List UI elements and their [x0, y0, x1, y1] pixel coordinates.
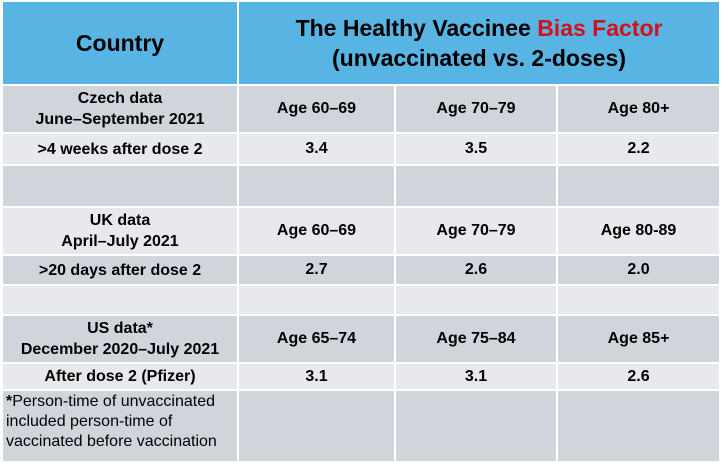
footnote-cell: *Person-time of unvaccinated included pe… — [1, 389, 239, 463]
section-label-line1: UK data — [89, 212, 151, 229]
age-group-cell: Age 70–79 — [394, 84, 558, 134]
section-label-line2: June–September 2021 — [35, 111, 205, 128]
title-highlight: Bias Factor — [537, 15, 663, 41]
age-group-cell: Age 60–69 — [237, 206, 396, 256]
empty-cell — [394, 284, 558, 316]
footnote-mark: * — [6, 393, 13, 410]
title-line-1: The Healthy Vaccinee Bias Factor — [240, 13, 718, 43]
footnote-row: *Person-time of unvaccinated included pe… — [1, 389, 721, 463]
age-group-cell: Age 70–79 — [394, 206, 558, 256]
section-label-line2: April–July 2021 — [61, 233, 179, 250]
metric-label-cell: After dose 2 (Pfizer) — [1, 362, 239, 391]
age-group-cell: Age 80+ — [555, 84, 721, 134]
table-row: >20 days after dose 2 2.7 2.6 2.0 — [1, 254, 721, 286]
table-row: >4 weeks after dose 2 3.4 3.5 2.2 — [1, 132, 721, 166]
empty-cell — [237, 164, 396, 208]
footnote-line1: *Person-time of unvaccinated — [6, 392, 234, 412]
age-group-cell: Age 75–84 — [394, 314, 558, 364]
empty-cell — [394, 389, 558, 463]
bias-value-cell: 2.7 — [237, 254, 396, 286]
empty-cell — [237, 389, 396, 463]
empty-cell — [555, 389, 721, 463]
empty-cell — [394, 164, 558, 208]
footnote-line2: included person-time of — [6, 413, 173, 430]
title-prefix: The Healthy Vaccinee — [295, 15, 538, 41]
section-label-uk: UK data April–July 2021 — [1, 206, 239, 256]
bias-value-cell: 3.1 — [237, 362, 396, 391]
bias-value-cell: 2.2 — [555, 132, 721, 166]
title-line-2: (unvaccinated vs. 2-doses) — [332, 45, 627, 71]
footnote-text1: Person-time of unvaccinated — [12, 393, 216, 410]
bias-value-cell: 2.6 — [555, 362, 721, 391]
age-group-cell: Age 65–74 — [237, 314, 396, 364]
section-label-line1: US data* — [87, 320, 153, 337]
empty-cell — [555, 284, 721, 316]
table-row: UK data April–July 2021 Age 60–69 Age 70… — [1, 206, 721, 256]
empty-cell — [237, 284, 396, 316]
section-label-line2: December 2020–July 2021 — [20, 341, 220, 358]
table-row: After dose 2 (Pfizer) 3.1 3.1 2.6 — [1, 362, 721, 391]
section-label-us: US data* December 2020–July 2021 — [1, 314, 239, 364]
bias-value-cell: 3.4 — [237, 132, 396, 166]
section-label-czech: Czech data June–September 2021 — [1, 84, 239, 134]
age-group-cell: Age 85+ — [555, 314, 721, 364]
bias-value-cell: 2.6 — [394, 254, 558, 286]
section-label-line1: Czech data — [77, 90, 163, 107]
empty-cell — [1, 284, 239, 316]
country-header-label: Country — [75, 29, 165, 56]
table-header-row: Country The Healthy Vaccinee Bias Factor… — [1, 0, 721, 86]
spacer-row — [1, 284, 721, 316]
country-header: Country — [1, 0, 239, 86]
bias-value-cell: 2.0 — [555, 254, 721, 286]
metric-label-cell: >20 days after dose 2 — [1, 254, 239, 286]
bias-value-cell: 3.1 — [394, 362, 558, 391]
empty-cell — [555, 164, 721, 208]
table-row: US data* December 2020–July 2021 Age 65–… — [1, 314, 721, 364]
footnote-line3: vaccinated before vaccination — [6, 433, 217, 450]
age-group-cell: Age 80-89 — [555, 206, 721, 256]
empty-cell — [1, 164, 239, 208]
title-header: The Healthy Vaccinee Bias Factor (unvacc… — [236, 0, 721, 86]
table-row: Czech data June–September 2021 Age 60–69… — [1, 84, 721, 134]
bias-value-cell: 3.5 — [394, 132, 558, 166]
metric-label-cell: >4 weeks after dose 2 — [1, 132, 239, 166]
age-group-cell: Age 60–69 — [237, 84, 396, 134]
spacer-row — [1, 164, 721, 208]
